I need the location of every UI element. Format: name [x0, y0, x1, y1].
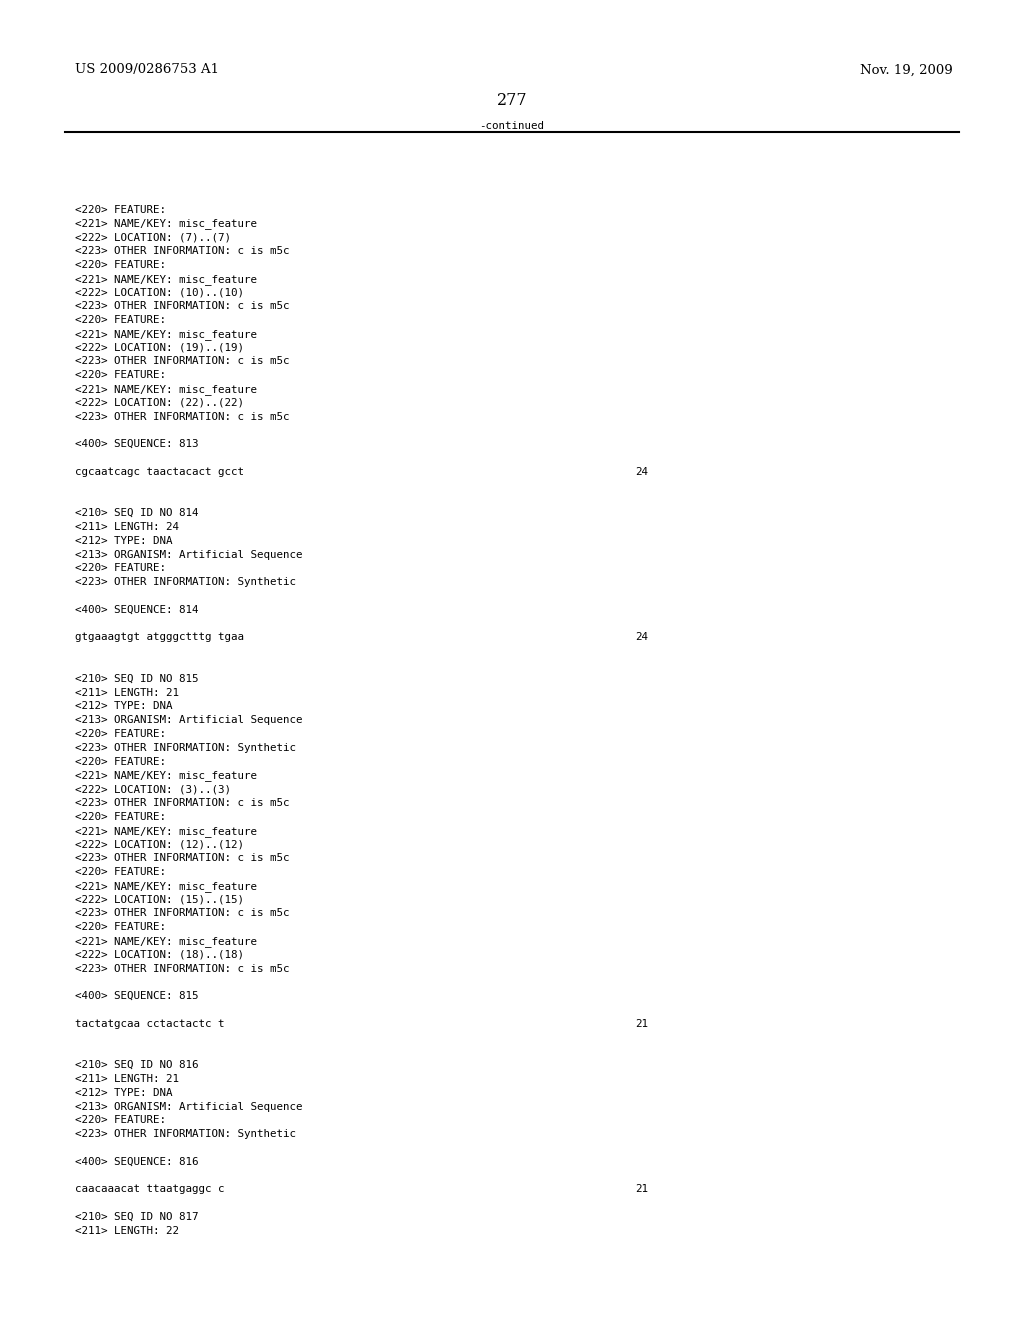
Text: <220> FEATURE:: <220> FEATURE:	[75, 370, 166, 380]
Text: <223> OTHER INFORMATION: c is m5c: <223> OTHER INFORMATION: c is m5c	[75, 964, 289, 974]
Text: <223> OTHER INFORMATION: Synthetic: <223> OTHER INFORMATION: Synthetic	[75, 743, 296, 752]
Text: <220> FEATURE:: <220> FEATURE:	[75, 260, 166, 269]
Text: -continued: -continued	[479, 121, 545, 132]
Text: gtgaaagtgt atgggctttg tgaa: gtgaaagtgt atgggctttg tgaa	[75, 632, 244, 643]
Text: cgcaatcagc taactacact gcct: cgcaatcagc taactacact gcct	[75, 467, 244, 477]
Text: Nov. 19, 2009: Nov. 19, 2009	[859, 63, 952, 77]
Text: US 2009/0286753 A1: US 2009/0286753 A1	[75, 63, 219, 77]
Text: <221> NAME/KEY: misc_feature: <221> NAME/KEY: misc_feature	[75, 329, 257, 339]
Text: <220> FEATURE:: <220> FEATURE:	[75, 315, 166, 325]
Text: 277: 277	[497, 92, 527, 110]
Text: <213> ORGANISM: Artificial Sequence: <213> ORGANISM: Artificial Sequence	[75, 549, 302, 560]
Text: caacaaacat ttaatgaggc c: caacaaacat ttaatgaggc c	[75, 1184, 224, 1195]
Text: <221> NAME/KEY: misc_feature: <221> NAME/KEY: misc_feature	[75, 384, 257, 395]
Text: <220> FEATURE:: <220> FEATURE:	[75, 867, 166, 876]
Text: <210> SEQ ID NO 817: <210> SEQ ID NO 817	[75, 1212, 199, 1222]
Text: <220> FEATURE:: <220> FEATURE:	[75, 729, 166, 739]
Text: 24: 24	[635, 632, 648, 643]
Text: <400> SEQUENCE: 816: <400> SEQUENCE: 816	[75, 1156, 199, 1167]
Text: tactatgcaa cctactactc t: tactatgcaa cctactactc t	[75, 1019, 224, 1028]
Text: <220> FEATURE:: <220> FEATURE:	[75, 812, 166, 822]
Text: <223> OTHER INFORMATION: c is m5c: <223> OTHER INFORMATION: c is m5c	[75, 412, 289, 421]
Text: <211> LENGTH: 21: <211> LENGTH: 21	[75, 688, 179, 697]
Text: <223> OTHER INFORMATION: Synthetic: <223> OTHER INFORMATION: Synthetic	[75, 1129, 296, 1139]
Text: <212> TYPE: DNA: <212> TYPE: DNA	[75, 536, 172, 545]
Text: <223> OTHER INFORMATION: c is m5c: <223> OTHER INFORMATION: c is m5c	[75, 246, 289, 256]
Text: <221> NAME/KEY: misc_feature: <221> NAME/KEY: misc_feature	[75, 771, 257, 781]
Text: <221> NAME/KEY: misc_feature: <221> NAME/KEY: misc_feature	[75, 880, 257, 892]
Text: <211> LENGTH: 24: <211> LENGTH: 24	[75, 521, 179, 532]
Text: <222> LOCATION: (15)..(15): <222> LOCATION: (15)..(15)	[75, 895, 244, 904]
Text: <220> FEATURE:: <220> FEATURE:	[75, 205, 166, 215]
Text: <220> FEATURE:: <220> FEATURE:	[75, 756, 166, 767]
Text: <223> OTHER INFORMATION: c is m5c: <223> OTHER INFORMATION: c is m5c	[75, 301, 289, 312]
Text: <400> SEQUENCE: 814: <400> SEQUENCE: 814	[75, 605, 199, 615]
Text: <222> LOCATION: (12)..(12): <222> LOCATION: (12)..(12)	[75, 840, 244, 849]
Text: <210> SEQ ID NO 814: <210> SEQ ID NO 814	[75, 508, 199, 519]
Text: <211> LENGTH: 22: <211> LENGTH: 22	[75, 1226, 179, 1236]
Text: <222> LOCATION: (19)..(19): <222> LOCATION: (19)..(19)	[75, 343, 244, 352]
Text: 21: 21	[635, 1184, 648, 1195]
Text: <220> FEATURE:: <220> FEATURE:	[75, 1115, 166, 1126]
Text: <223> OTHER INFORMATION: c is m5c: <223> OTHER INFORMATION: c is m5c	[75, 356, 289, 367]
Text: <223> OTHER INFORMATION: c is m5c: <223> OTHER INFORMATION: c is m5c	[75, 853, 289, 863]
Text: <222> LOCATION: (18)..(18): <222> LOCATION: (18)..(18)	[75, 950, 244, 960]
Text: <211> LENGTH: 21: <211> LENGTH: 21	[75, 1074, 179, 1084]
Text: <221> NAME/KEY: misc_feature: <221> NAME/KEY: misc_feature	[75, 273, 257, 285]
Text: <220> FEATURE:: <220> FEATURE:	[75, 564, 166, 573]
Text: <221> NAME/KEY: misc_feature: <221> NAME/KEY: misc_feature	[75, 825, 257, 837]
Text: <210> SEQ ID NO 815: <210> SEQ ID NO 815	[75, 673, 199, 684]
Text: <210> SEQ ID NO 816: <210> SEQ ID NO 816	[75, 1060, 199, 1071]
Text: 21: 21	[635, 1019, 648, 1028]
Text: <212> TYPE: DNA: <212> TYPE: DNA	[75, 701, 172, 711]
Text: <222> LOCATION: (22)..(22): <222> LOCATION: (22)..(22)	[75, 397, 244, 408]
Text: <223> OTHER INFORMATION: c is m5c: <223> OTHER INFORMATION: c is m5c	[75, 908, 289, 919]
Text: <213> ORGANISM: Artificial Sequence: <213> ORGANISM: Artificial Sequence	[75, 715, 302, 725]
Text: <221> NAME/KEY: misc_feature: <221> NAME/KEY: misc_feature	[75, 936, 257, 946]
Text: <400> SEQUENCE: 813: <400> SEQUENCE: 813	[75, 440, 199, 449]
Text: <222> LOCATION: (10)..(10): <222> LOCATION: (10)..(10)	[75, 288, 244, 297]
Text: <212> TYPE: DNA: <212> TYPE: DNA	[75, 1088, 172, 1098]
Text: <223> OTHER INFORMATION: Synthetic: <223> OTHER INFORMATION: Synthetic	[75, 577, 296, 587]
Text: <222> LOCATION: (3)..(3): <222> LOCATION: (3)..(3)	[75, 784, 230, 795]
Text: <213> ORGANISM: Artificial Sequence: <213> ORGANISM: Artificial Sequence	[75, 1102, 302, 1111]
Text: <220> FEATURE:: <220> FEATURE:	[75, 923, 166, 932]
Text: <223> OTHER INFORMATION: c is m5c: <223> OTHER INFORMATION: c is m5c	[75, 799, 289, 808]
Text: <222> LOCATION: (7)..(7): <222> LOCATION: (7)..(7)	[75, 232, 230, 242]
Text: <400> SEQUENCE: 815: <400> SEQUENCE: 815	[75, 991, 199, 1001]
Text: <221> NAME/KEY: misc_feature: <221> NAME/KEY: misc_feature	[75, 218, 257, 230]
Text: 24: 24	[635, 467, 648, 477]
